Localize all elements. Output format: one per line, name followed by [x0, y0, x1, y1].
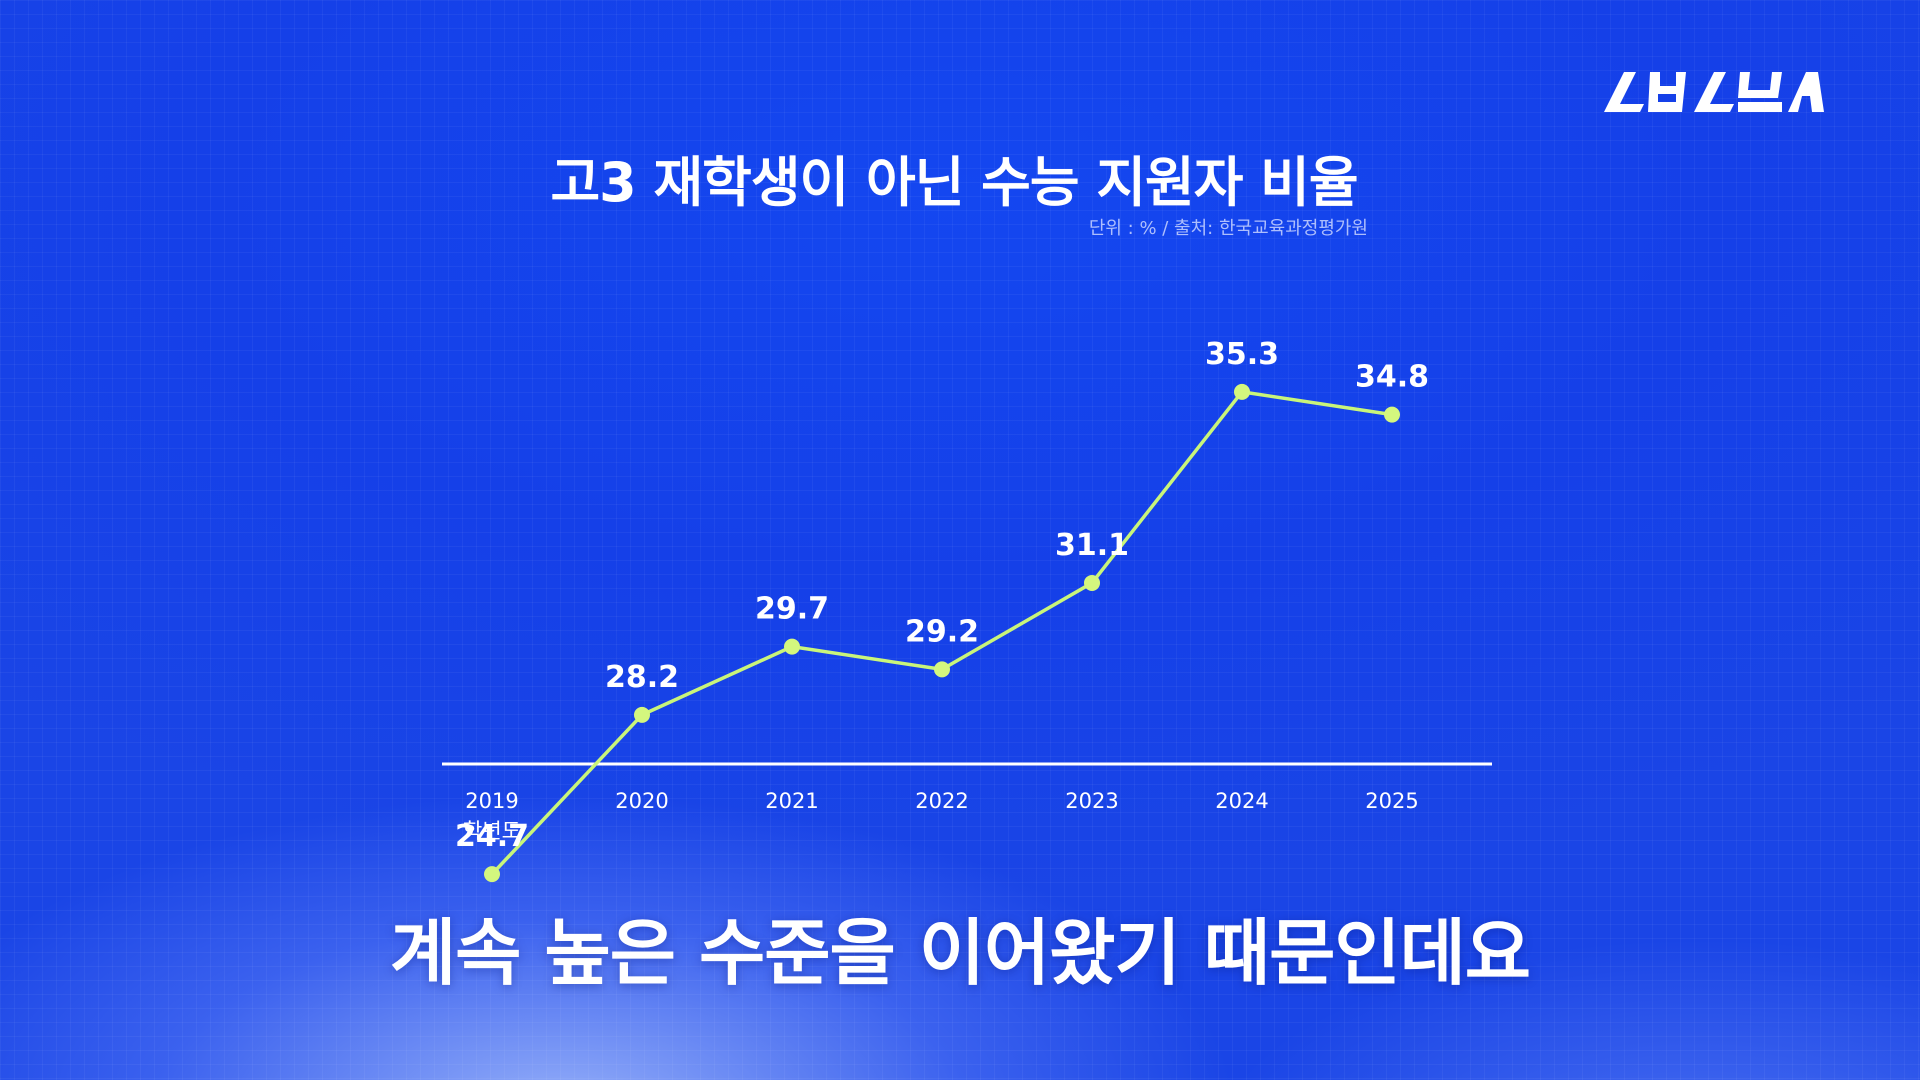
x-tick-2024: 2024	[1215, 789, 1268, 813]
x-tick-labels: 2019 2020 2021 2022 2023 2024 2025 학년도	[463, 789, 1419, 843]
x-tick-2025: 2025	[1365, 789, 1418, 813]
data-points	[484, 383, 1400, 883]
x-tick-2020: 2020	[615, 789, 668, 813]
x-tick-2021: 2021	[765, 789, 818, 813]
data-label-2020: 28.2	[605, 660, 679, 695]
data-labels: 24.7 28.2 29.7 29.2 31.1 35.3 34.8	[455, 337, 1429, 854]
x-tick-2022: 2022	[915, 789, 968, 813]
chart-source: 단위 : % / 출처: 한국교육과정평가원	[1088, 218, 1368, 239]
data-label-2024: 35.3	[1205, 337, 1279, 372]
x-tick-2019: 2019	[465, 789, 518, 813]
data-label-2023: 31.1	[1055, 528, 1129, 563]
data-point-2022	[934, 661, 950, 678]
data-label-2022: 29.2	[905, 614, 979, 649]
data-label-2025: 34.8	[1355, 360, 1429, 395]
data-point-2023	[1084, 574, 1100, 591]
data-point-2025	[1384, 406, 1400, 423]
chart-title: 고3 재학생이 아닌 수능 지원자 비율	[550, 151, 1358, 214]
data-point-2020	[634, 706, 650, 723]
brand-logo	[1604, 72, 1824, 112]
data-point-2024	[1234, 383, 1250, 400]
data-label-2021: 29.7	[755, 592, 829, 627]
data-label-2019: 24.7	[455, 819, 529, 854]
caption-text: 계속 높은 수준을 이어왔기 때문인데요	[389, 911, 1531, 995]
data-point-2019	[484, 866, 500, 883]
data-point-2021	[784, 638, 800, 655]
x-tick-2023: 2023	[1065, 789, 1118, 813]
x-tick-unit-suffix: 학년도	[463, 819, 521, 843]
